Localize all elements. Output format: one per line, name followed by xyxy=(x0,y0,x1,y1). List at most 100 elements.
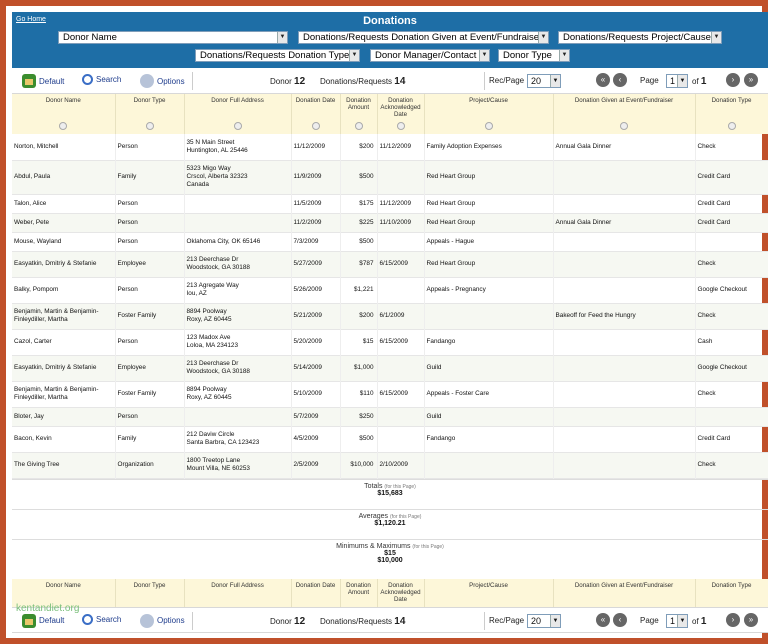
cell-ack-date xyxy=(377,160,425,194)
divider xyxy=(484,611,485,630)
filter-icon[interactable] xyxy=(396,122,405,130)
table-row[interactable]: Bloter, Jay Person 5/7/2009 $250 Guild xyxy=(12,407,768,426)
filter-icon[interactable] xyxy=(311,122,320,130)
cell-project: Appeals - Hague xyxy=(424,232,554,251)
filter-icon[interactable] xyxy=(484,122,493,130)
divider xyxy=(484,72,485,90)
go-home-link[interactable]: Go Home xyxy=(16,16,46,23)
table-row[interactable]: Cazol, Carter Person 123 Madox Ave Loloa, … xyxy=(12,329,768,355)
prev-page-icon[interactable]: ‹ xyxy=(613,612,627,627)
default-button[interactable]: Default xyxy=(22,613,64,628)
table-row[interactable]: Easyatkin, Dmitriy & Stefanie Employee 213… xyxy=(12,355,768,381)
col-donor-name[interactable]: Donor Name xyxy=(12,94,116,134)
filter-donor-manager[interactable]: Donor Manager/Contact ▼ xyxy=(370,49,490,62)
prev-page-icon[interactable]: ‹ xyxy=(613,73,627,87)
cell-ack-date: 11/10/2009 xyxy=(377,213,425,232)
next-page-icon[interactable]: › xyxy=(726,73,740,87)
cell-donor-name: Talon, Alice xyxy=(12,194,116,213)
filter-donor-name[interactable]: Donor Name ▼ xyxy=(58,31,288,44)
cell-event: Annual Gala Dinner xyxy=(553,134,696,160)
col-project[interactable]: Project/Cause xyxy=(424,94,554,134)
recpage-select[interactable]: 20 ▼ xyxy=(527,74,561,88)
col-address[interactable]: Donor Full Address xyxy=(184,94,292,134)
filter-icon[interactable] xyxy=(620,122,628,130)
footer-header-row: Donor Name Donor Type Donor Full Address… xyxy=(12,578,768,607)
cell-event xyxy=(553,194,696,213)
filter-header: Go Home Donations Donor Name ▼ Donations/… xyxy=(12,12,768,68)
cell-donor-type: Person xyxy=(115,277,185,303)
filter-icon[interactable] xyxy=(233,122,242,130)
col-address: Donor Full Address xyxy=(184,578,292,607)
filter-event-fundraiser[interactable]: Donations/Requests Donation Given at Eve… xyxy=(298,31,549,44)
recpage-select[interactable]: 20 ▼ xyxy=(527,613,561,628)
table-row[interactable]: Bacon, Kevin Family 212 Daviw Circle Santa… xyxy=(12,426,768,452)
col-donor-type[interactable]: Donor Type xyxy=(115,94,185,134)
default-button[interactable]: Default xyxy=(22,74,64,88)
filter-icon[interactable] xyxy=(145,122,154,130)
cell-amount: $110 xyxy=(340,381,378,407)
donor-count: Donor 12 xyxy=(270,76,306,87)
filter-icon[interactable] xyxy=(354,122,363,130)
page-label: Page xyxy=(640,76,659,85)
cell-ack-date xyxy=(377,426,425,452)
cell-donation-type: Google Checkout xyxy=(695,355,768,381)
cell-date: 11/12/2009 xyxy=(291,134,341,160)
cell-amount: $250 xyxy=(340,407,378,426)
table-row[interactable]: The Giving Tree Organization 1800 Treetop … xyxy=(12,452,768,478)
search-button[interactable]: Search xyxy=(82,74,121,85)
col-date[interactable]: Donation Date xyxy=(291,94,341,134)
cell-event xyxy=(553,251,696,277)
last-page-icon[interactable]: » xyxy=(744,73,758,87)
table-row[interactable]: Mouse, Wayland Person Oklahoma City, OK 65… xyxy=(12,232,768,251)
cell-ack-date: 6/15/2009 xyxy=(377,381,425,407)
table-row[interactable]: Talon, Alice Person 11/5/2009 $175 11/12/200… xyxy=(12,194,768,213)
cell-project xyxy=(424,303,554,329)
cell-donor-name: Abdul, Paula xyxy=(12,160,116,194)
col-amount[interactable]: Donation Amount xyxy=(340,94,378,134)
page-total: of 1 xyxy=(692,615,707,627)
cell-donor-type: Person xyxy=(115,407,185,426)
cell-event xyxy=(553,452,696,478)
col-event[interactable]: Donation Given at Event/Fundraiser xyxy=(553,94,696,134)
options-button[interactable]: Options xyxy=(140,74,185,88)
page-select[interactable]: 1 ▼ xyxy=(666,74,688,88)
min-value: $15 xyxy=(384,549,396,557)
page-note: (for this Page) xyxy=(384,483,416,490)
table-row[interactable]: Benjamin, Martin & Benjamin- Finleydille… xyxy=(12,381,768,407)
filter-icon[interactable] xyxy=(727,122,736,130)
col-donation-type[interactable]: Donation Type xyxy=(695,94,768,134)
cell-amount: $175 xyxy=(340,194,378,213)
cell-ack-date xyxy=(377,277,425,303)
search-button[interactable]: Search xyxy=(82,613,121,625)
cell-donor-name: Benjamin, Martin & Benjamin- Finleydille… xyxy=(12,381,116,407)
cell-address xyxy=(184,213,292,232)
cell-amount: $787 xyxy=(340,251,378,277)
options-button[interactable]: Options xyxy=(140,613,185,628)
cell-event xyxy=(553,329,696,355)
page-select[interactable]: 1 ▼ xyxy=(666,613,688,628)
table-row[interactable]: Benjamin, Martin & Benjamin- Finleydille… xyxy=(12,303,768,329)
filter-icon[interactable] xyxy=(59,122,68,130)
table-row[interactable]: Easyatkin, Dmitriy & Stefanie Employee 213… xyxy=(12,251,768,277)
filter-donor-type[interactable]: Donor Type ▼ xyxy=(498,49,570,62)
col-ack-date[interactable]: Donation Acknowledged Date xyxy=(377,94,425,134)
cell-donation-type: Cash xyxy=(695,329,768,355)
first-page-icon[interactable]: « xyxy=(596,73,610,87)
next-page-icon[interactable]: › xyxy=(726,612,740,627)
last-page-icon[interactable]: » xyxy=(744,612,758,627)
table-row[interactable]: Weber, Pete Person 11/2/2009 $225 11/10/2009… xyxy=(12,213,768,232)
table-row[interactable]: Abdul, Paula Family 5323 Migo Way Crscol, … xyxy=(12,160,768,194)
table-row[interactable]: Norton, Mitchell Person 35 N Main Street H… xyxy=(12,134,768,160)
cell-donor-name: Cazol, Carter xyxy=(12,329,116,355)
first-page-icon[interactable]: « xyxy=(596,612,610,627)
chevron-down-icon: ▼ xyxy=(479,50,489,61)
cell-date: 5/10/2009 xyxy=(291,381,341,407)
table-row[interactable]: Balky, Pompom Person 213 Agregate Way Iou,… xyxy=(12,277,768,303)
filter-donation-type[interactable]: Donations/Requests Donation Type ▼ xyxy=(195,49,360,62)
filter-project-cause[interactable]: Donations/Requests Project/Cause ▼ xyxy=(558,31,722,44)
page-title: Donations xyxy=(363,15,417,27)
col-amount: Donation Amount xyxy=(340,578,378,607)
cell-donation-type xyxy=(695,407,768,426)
chevron-down-icon: ▼ xyxy=(711,32,721,43)
cell-date: 5/20/2009 xyxy=(291,329,341,355)
